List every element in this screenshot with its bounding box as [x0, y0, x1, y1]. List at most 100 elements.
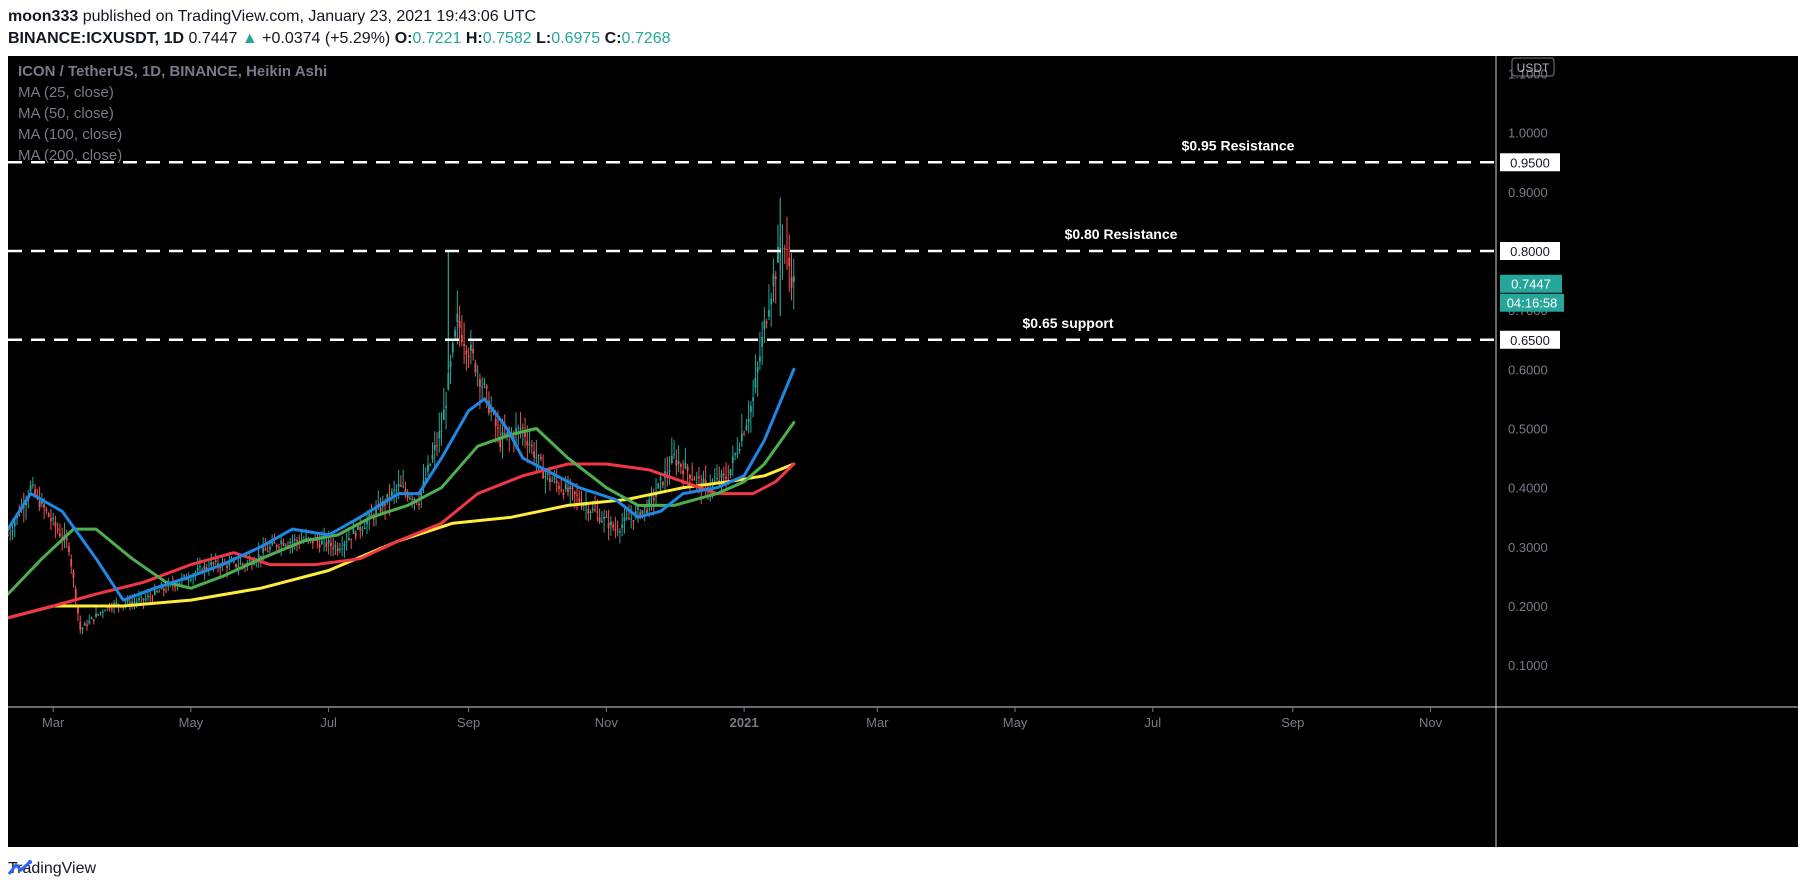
price-chart[interactable]: 0.10000.20000.30000.40000.50000.60000.70…: [8, 56, 1798, 847]
candle-body: [108, 606, 111, 609]
candle-body: [596, 511, 599, 513]
candle-body: [652, 497, 655, 501]
currency-badge-box: [1511, 57, 1555, 77]
candle-body: [339, 549, 341, 551]
chart-area[interactable]: 0.10000.20000.30000.40000.50000.60000.70…: [8, 56, 1798, 847]
low-value: 0.6975: [551, 30, 601, 47]
candle-body: [361, 529, 364, 531]
brand-name: TradingView: [8, 860, 97, 877]
x-tick-label: Nov: [1419, 715, 1443, 730]
candle-body: [600, 520, 603, 522]
candle-body: [467, 355, 470, 357]
x-tick-label: Nov: [595, 715, 619, 730]
candle-body: [183, 575, 186, 577]
candle-body: [754, 377, 757, 388]
candle-body: [348, 538, 350, 540]
candle-body: [643, 506, 646, 509]
candle-body: [458, 320, 461, 328]
candle-body: [781, 248, 784, 250]
symbol-info: BINANCE:ICXUSDT, 1D 0.7447 ▲ +0.0374 (+5…: [8, 30, 670, 48]
candle-body: [582, 505, 585, 507]
candle-body: [390, 491, 393, 496]
candle-body: [271, 542, 274, 545]
candle-body: [747, 418, 750, 423]
candle-body: [404, 489, 407, 493]
x-tick-label: Jul: [1144, 715, 1161, 730]
candle-body: [248, 560, 251, 562]
candle-body: [165, 590, 167, 592]
candle-body: [614, 528, 617, 530]
candle-body: [713, 480, 716, 482]
candle-body: [544, 476, 547, 478]
candle-body: [162, 588, 165, 591]
candle-body: [772, 274, 775, 287]
candle-body: [138, 598, 140, 601]
level-price-tag-text: 0.8000: [1510, 244, 1550, 259]
candle-body: [402, 486, 405, 488]
candle-body: [632, 520, 635, 522]
candle-body: [212, 562, 215, 564]
candle-body: [783, 248, 786, 250]
candle-body: [675, 459, 678, 466]
candle-body: [530, 444, 533, 446]
level-label: $0.80 Resistance: [1065, 226, 1178, 242]
candle-body: [768, 309, 770, 317]
y-tick-label: 1.1000: [1508, 67, 1548, 82]
candle-body: [424, 478, 427, 480]
candle-body: [469, 344, 472, 351]
candle-body: [691, 478, 694, 480]
candle-body: [399, 485, 402, 487]
candle-body: [375, 509, 377, 515]
candle-body: [341, 548, 344, 550]
candle-body: [239, 563, 242, 565]
candle-body: [153, 590, 156, 595]
candle-body: [666, 472, 669, 474]
candle-body: [34, 489, 36, 495]
candle-body: [144, 598, 147, 600]
candle-body: [151, 597, 154, 599]
candle-body: [431, 454, 434, 460]
candle-body: [526, 440, 529, 445]
y-tick-label: 0.6000: [1508, 362, 1548, 377]
high-value: 0.7582: [482, 30, 532, 47]
candle-body: [533, 451, 536, 458]
candle-body: [553, 478, 556, 480]
symbol-label: BINANCE:ICXUSDT, 1D: [8, 30, 185, 47]
candle-body: [332, 547, 335, 550]
candles-group: [8, 216, 795, 635]
candle-body: [101, 611, 104, 613]
candle-body: [86, 624, 88, 626]
candle-body: [9, 533, 12, 535]
candle-body: [738, 449, 741, 452]
candle-body: [235, 563, 237, 568]
candle-body: [625, 517, 628, 519]
candle-body: [70, 559, 73, 567]
candle-body: [612, 524, 615, 528]
footer-brand[interactable]: TradingView: [8, 860, 96, 878]
candle-body: [598, 517, 601, 523]
legend-ma-entry: MA (100, close): [18, 126, 122, 143]
candle-body: [506, 432, 508, 434]
candle-body: [558, 486, 560, 490]
candle-body: [670, 455, 673, 464]
candle-body: [273, 542, 276, 544]
candle-body: [81, 627, 84, 629]
candle-body: [542, 468, 545, 479]
candle-body: [47, 513, 50, 517]
candle-body: [519, 428, 522, 430]
candle-body: [472, 348, 475, 354]
author-name[interactable]: moon333: [8, 8, 79, 25]
candle-body: [413, 499, 416, 501]
low-label: L:: [536, 30, 552, 47]
x-tick-label: Mar: [42, 715, 65, 730]
candle-body: [140, 596, 143, 598]
last-price-tag: [1500, 274, 1562, 293]
candle-body: [158, 591, 161, 593]
candle-body: [497, 427, 499, 429]
legend-title: ICON / TetherUS, 1D, BINANCE, Heikin Ash…: [18, 63, 327, 80]
candle-body: [226, 565, 228, 569]
candle-body: [756, 366, 759, 373]
candle-body: [659, 477, 662, 481]
candle-body: [38, 501, 41, 508]
candle-body: [327, 540, 330, 544]
